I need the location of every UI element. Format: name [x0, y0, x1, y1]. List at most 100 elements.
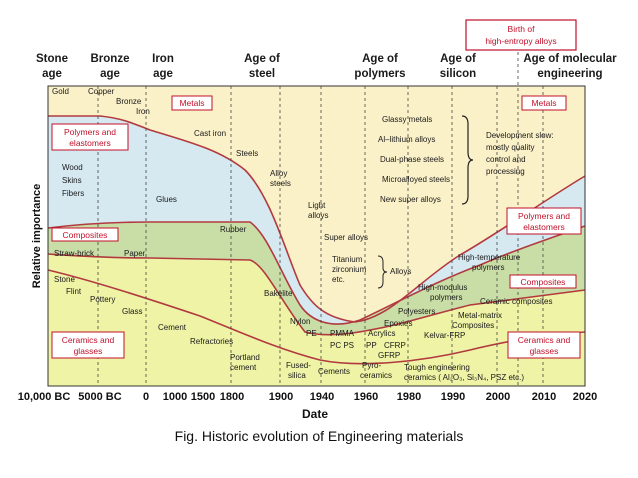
stone-age-line2: age	[42, 68, 62, 80]
polymers-right-line1: Polymers and	[518, 211, 570, 221]
label-high-mod-2: polymers	[430, 293, 462, 302]
label-kelvar: Kelvar-FRP	[424, 331, 465, 340]
composites-left-label: Composites	[63, 230, 108, 240]
tick-1500: 1500	[191, 391, 215, 403]
ceramics-right-line1: Ceramics and	[518, 335, 571, 345]
bronze-age-line1: Bronze	[91, 53, 130, 65]
polymers-left-line2: elastomers	[69, 138, 111, 148]
metals-label-right: Metals	[531, 98, 556, 108]
label-rubber: Rubber	[220, 225, 247, 234]
label-microalloyed: Microalloyed steels	[382, 175, 450, 184]
label-cement: Cement	[158, 323, 187, 332]
ceramics-left-line2: glasses	[74, 346, 103, 356]
label-development-1: Development slow:	[486, 131, 554, 140]
age-titles: Stone age Bronze age Iron age Age of ste…	[36, 53, 617, 80]
label-mmc-2: Composites	[452, 321, 494, 330]
bronze-age-line2: age	[100, 68, 120, 80]
silicon-age-line2: silicon	[440, 68, 476, 80]
titanium-brace	[377, 255, 388, 289]
label-glues: Glues	[156, 195, 177, 204]
class-boxes: Metals Metals Polymers and elastomers Po…	[51, 95, 582, 359]
composites-band	[48, 222, 585, 335]
label-fused-silica-1: Fused-	[286, 361, 311, 370]
iron-age-line1: Iron	[152, 53, 174, 65]
steel-age-line1: Age of	[244, 53, 280, 65]
label-pyro-1: Pyro-	[362, 361, 381, 370]
figure-caption: Fig. Historic evolution of Engineering m…	[174, 428, 464, 444]
ceramics-box-left	[51, 331, 125, 359]
polymers-age-line2: polymers	[354, 68, 405, 80]
label-portland-2: cement	[230, 363, 257, 372]
polymers-left-line1: Polymers and	[64, 127, 116, 137]
label-acrylics: Acrylics	[368, 329, 396, 338]
composites-box-left	[51, 227, 119, 242]
modern-metals-brace	[461, 115, 474, 205]
label-mmc-1: Metal-matrix	[458, 311, 502, 320]
tick-1980: 1980	[397, 391, 421, 403]
tick-1000: 1000	[163, 391, 187, 403]
label-pottery: Pottery	[90, 295, 115, 304]
label-pmma-1: PMMA	[330, 329, 355, 338]
x-axis-title: Date	[302, 407, 328, 421]
label-glass: Glass	[122, 307, 142, 316]
label-cfrp: CFRP	[384, 341, 406, 350]
tick-2000: 2000	[486, 391, 510, 403]
hea-line1: Birth of	[508, 24, 536, 34]
label-iron: Iron	[136, 107, 150, 116]
label-wood: Wood	[62, 163, 83, 172]
silicon-age-line1: Age of	[440, 53, 476, 65]
label-development-4: processing	[486, 167, 525, 176]
y-axis-title: Relative importance	[31, 184, 43, 289]
label-titanium-2: zirconium	[332, 265, 367, 274]
metals-polymers-curve	[48, 115, 586, 323]
label-alloy-steels-2: steels	[270, 179, 291, 188]
label-pyro-2: ceramics	[360, 371, 392, 380]
label-pe: PE	[306, 329, 317, 338]
label-polyesters: Polyesters	[398, 307, 435, 316]
label-high-mod-1: High-modulus	[418, 283, 467, 292]
label-light-alloys-2: alloys	[308, 211, 328, 220]
label-alloy-steels-1: Alloy	[270, 169, 287, 178]
label-glassy-metals: Glassy metals	[382, 115, 432, 124]
tick-1800: 1800	[220, 391, 244, 403]
material-bands	[48, 86, 585, 386]
label-alloys: Alloys	[390, 267, 411, 276]
label-stone: Stone	[54, 275, 75, 284]
metals-label-left: Metals	[179, 98, 204, 108]
label-fibers: Fibers	[62, 189, 84, 198]
composites-box-right	[509, 274, 577, 289]
label-tough-1: Tough engineering	[404, 363, 470, 372]
tick-2010: 2010	[532, 391, 556, 403]
label-cements: Cements	[318, 367, 350, 376]
tick-1900: 1900	[269, 391, 293, 403]
molecular-age-line1: Age of molecular	[523, 53, 617, 65]
label-development-2: mostly quality	[486, 143, 534, 152]
ceramics-left-line1: Ceramics and	[62, 335, 115, 345]
label-portland-1: Portland	[230, 353, 260, 362]
ceramics-box-right	[507, 331, 581, 359]
label-bronze: Bronze	[116, 97, 142, 106]
ceramics-band	[48, 254, 585, 386]
tick-1940: 1940	[310, 391, 334, 403]
label-tough-2: ceramics ( Al₂O₃, Si₃N₄, PSZ etc.)	[404, 373, 524, 382]
polymers-box-right	[506, 207, 582, 235]
polymers-box-left	[51, 123, 129, 151]
label-refractories: Refractories	[190, 337, 233, 346]
tick-5000bc: 5000 BC	[78, 391, 121, 403]
label-ceramic-composites: Ceramic composites	[480, 297, 552, 306]
label-high-temp-1: High-temperature	[458, 253, 521, 262]
tick-2020: 2020	[573, 391, 597, 403]
hea-line2: high-entropy alloys	[485, 36, 556, 46]
metals-box-left	[171, 95, 213, 111]
ceramics-right-line2: glasses	[530, 346, 559, 356]
polymers-band	[48, 116, 585, 325]
boundary-curves	[47, 115, 586, 365]
plot-frame	[47, 85, 586, 387]
label-cast-iron: Cast iron	[194, 129, 226, 138]
label-flint: Flint	[66, 287, 82, 296]
stone-age-line1: Stone	[36, 53, 68, 65]
label-dual-phase: Dual-phase steels	[380, 155, 444, 164]
steel-age-line2: steel	[249, 68, 275, 80]
label-high-temp-2: polymers	[472, 263, 504, 272]
